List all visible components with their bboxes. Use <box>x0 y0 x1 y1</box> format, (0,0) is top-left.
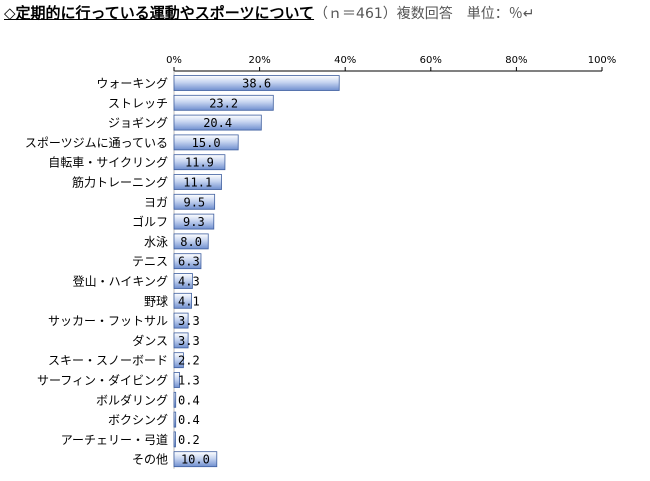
bar <box>173 114 262 131</box>
category-label: ストレッチ <box>108 96 168 110</box>
value-label: 15.0 <box>192 136 221 150</box>
category-label: テニス <box>132 255 168 269</box>
x-tick-label: 100% <box>588 55 617 66</box>
bar <box>173 94 274 111</box>
bar <box>173 431 176 448</box>
category-label: スキー・スノーボード <box>48 354 168 368</box>
bar <box>173 451 218 468</box>
value-label: 0.4 <box>178 413 200 427</box>
category-labels: ウォーキングストレッチジョギングスポーツジムに通っている自転車・サイクリング筋力… <box>25 77 168 467</box>
return-mark: ↵ <box>522 6 535 22</box>
value-label: 9.5 <box>183 195 205 209</box>
category-label: サーフィン・ダイビング <box>37 373 168 388</box>
category-label: 登山・ハイキング <box>73 274 168 289</box>
value-label: 0.2 <box>178 433 200 447</box>
value-label: 38.6 <box>242 77 271 91</box>
bar <box>173 253 202 270</box>
bar <box>173 292 192 309</box>
category-label: アーチェリー・弓道 <box>61 433 168 447</box>
category-label: ジョギング <box>108 116 168 130</box>
category-label: ボクシング <box>108 413 168 427</box>
x-tick-label: 80% <box>505 55 527 66</box>
category-label: サッカー・フットサル <box>48 314 168 328</box>
bar <box>173 193 216 210</box>
category-label: 自転車・サイクリング <box>48 156 168 170</box>
value-label: 6.3 <box>178 255 200 269</box>
bars <box>173 75 340 468</box>
x-tick-label: 40% <box>334 55 356 66</box>
bar <box>173 411 177 428</box>
chart-title-main: ◇定期的に行っている運動やスポーツについて <box>4 4 315 22</box>
bar <box>173 332 189 349</box>
bar <box>173 391 177 408</box>
bar <box>173 154 226 171</box>
value-label: 4.3 <box>178 275 200 289</box>
x-tick-label: 0% <box>166 55 182 66</box>
category-label: ダンス <box>132 333 168 348</box>
chart-title: ◇定期的に行っている運動やスポーツについて（ｎ＝461）複数回答 単位：％↵ <box>4 2 535 25</box>
x-tick-label: 20% <box>248 55 270 66</box>
value-label: 10.0 <box>181 453 210 467</box>
value-label: 11.9 <box>185 156 214 170</box>
category-label: その他 <box>132 453 168 467</box>
category-label: 野球 <box>144 294 168 308</box>
value-label: 11.1 <box>183 176 212 190</box>
bar <box>173 75 340 91</box>
bar <box>173 233 209 250</box>
category-label: 水泳 <box>144 235 168 249</box>
category-label: ヨガ <box>144 195 168 209</box>
value-label: 20.4 <box>203 116 232 130</box>
category-label: ゴルフ <box>132 214 168 229</box>
bar <box>173 312 189 329</box>
value-label: 0.4 <box>178 393 200 407</box>
value-label: 23.2 <box>209 96 238 110</box>
bar <box>173 352 184 369</box>
value-label: 1.3 <box>178 374 200 388</box>
value-label: 2.2 <box>178 354 200 368</box>
bar <box>173 273 193 289</box>
value-label: 4.1 <box>178 294 200 308</box>
value-label: 8.0 <box>180 235 202 249</box>
value-label: 3.3 <box>178 314 200 328</box>
category-label: ウォーキング <box>96 77 168 91</box>
bar <box>173 174 222 190</box>
bar <box>173 213 215 230</box>
category-label: 筋力トレーニング <box>72 175 168 190</box>
bar <box>173 134 239 151</box>
value-label: 9.3 <box>183 215 205 229</box>
chart-title-sub: （ｎ＝461）複数回答 単位：％ <box>314 6 523 22</box>
category-label: ボルダリング <box>96 392 168 407</box>
value-labels: 38.6 23.2 20.4 15.0 11.9 11.1 9.5 9.3 8.0 6.3 4.3 4… <box>178 77 271 467</box>
bar <box>173 372 180 388</box>
category-label: スポーツジムに通っている <box>25 136 168 150</box>
x-tick-label: 60% <box>420 55 442 66</box>
value-label: 3.3 <box>178 334 200 348</box>
